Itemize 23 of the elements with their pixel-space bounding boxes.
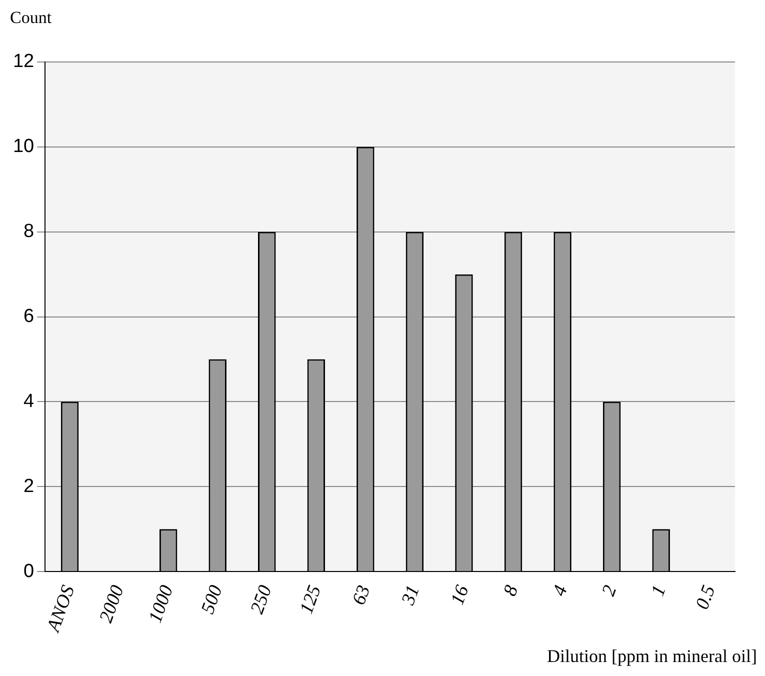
x-tick-label: 2 [598,582,622,599]
x-tick-label: 31 [398,582,424,609]
x-tick-label: 125 [296,582,326,617]
y-tick-label: 6 [24,306,34,328]
x-tick-label: 0.5 [692,582,720,612]
y-tick-label: 2 [24,476,34,497]
x-tick-label: 500 [198,582,228,617]
x-tick-label: 8 [500,582,523,599]
x-tick-label: 63 [348,582,375,608]
x-tick-label: 1 [648,582,670,599]
x-tick-label: 2000 [96,582,129,626]
x-tick-label: 1000 [145,582,178,626]
x-axis-title: Dilution [ppm in mineral oil] [547,646,757,667]
y-tick-label: 0 [24,560,34,582]
x-tick-label: 4 [548,582,572,599]
x-tick-label: ANOS [42,582,80,636]
y-tick-label: 8 [24,221,34,242]
y-tick-label: 4 [24,390,35,412]
y-tick-label: 12 [12,51,34,72]
x-tick-label: 16 [447,582,474,608]
y-axis-title: Count [10,8,52,28]
y-tick-label: 10 [12,136,34,158]
x-tick-label: 250 [246,582,276,617]
